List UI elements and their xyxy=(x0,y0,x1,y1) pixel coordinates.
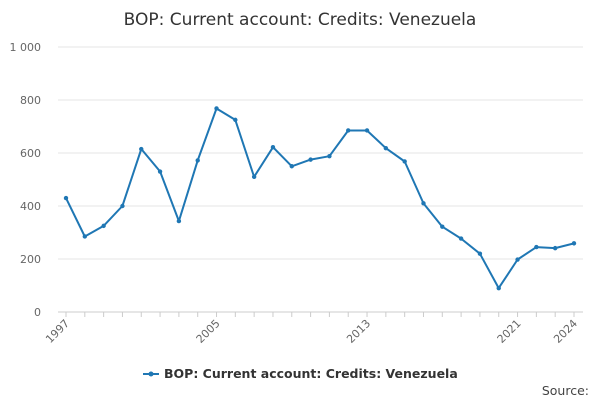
y-axis-ticks: 0 200 400 600 800 1 000 xyxy=(10,41,42,319)
x-axis: 1997 2005 2013 2021 2024 xyxy=(43,311,583,346)
y-tick-label: 200 xyxy=(20,253,41,266)
data-point[interactable] xyxy=(82,234,88,239)
data-point[interactable] xyxy=(346,128,351,133)
y-tick-label: 600 xyxy=(20,147,41,160)
data-point[interactable] xyxy=(496,285,501,291)
y-tick-label: 400 xyxy=(20,200,41,213)
legend-marker-icon xyxy=(148,371,154,377)
data-point[interactable] xyxy=(515,257,520,262)
data-point[interactable] xyxy=(383,146,389,151)
data-point[interactable] xyxy=(421,201,426,206)
x-tick-label: 1997 xyxy=(43,317,72,346)
y-tick-label: 800 xyxy=(20,94,41,107)
y-tick-label: 0 xyxy=(34,306,41,319)
data-point[interactable] xyxy=(364,128,370,133)
data-point[interactable] xyxy=(552,245,558,251)
data-point[interactable] xyxy=(534,244,539,250)
data-point[interactable] xyxy=(195,158,200,163)
data-point[interactable] xyxy=(251,174,257,180)
data-point[interactable] xyxy=(101,223,106,229)
legend[interactable]: BOP: Current account: Credits: Venezuela xyxy=(143,366,458,381)
source-label[interactable]: Source: xyxy=(542,383,589,398)
data-point[interactable] xyxy=(477,251,483,256)
data-point[interactable] xyxy=(327,153,332,159)
series-area xyxy=(63,106,577,291)
data-point[interactable] xyxy=(289,164,294,169)
x-tick-label: 2013 xyxy=(344,317,373,346)
data-point[interactable] xyxy=(120,203,125,209)
data-point[interactable] xyxy=(63,195,69,201)
chart-title: BOP: Current account: Credits: Venezuela xyxy=(124,10,477,30)
data-point[interactable] xyxy=(440,224,445,229)
gridlines xyxy=(58,46,583,260)
x-tick-label: 2005 xyxy=(194,317,223,346)
data-point[interactable] xyxy=(214,106,219,111)
data-point[interactable] xyxy=(139,146,144,152)
data-point[interactable] xyxy=(458,236,464,241)
x-tick-label: 2024 xyxy=(551,317,580,346)
legend-label: BOP: Current account: Credits: Venezuela xyxy=(164,366,458,381)
data-point[interactable] xyxy=(270,144,276,150)
data-point[interactable] xyxy=(402,159,407,164)
data-point[interactable] xyxy=(157,169,163,174)
data-point[interactable] xyxy=(233,117,238,123)
y-tick-label: 1 000 xyxy=(10,41,42,54)
data-point[interactable] xyxy=(308,157,313,162)
x-tick-label: 2021 xyxy=(495,317,524,346)
series-line xyxy=(65,107,575,290)
data-point[interactable] xyxy=(176,218,182,224)
data-point[interactable] xyxy=(571,241,577,246)
